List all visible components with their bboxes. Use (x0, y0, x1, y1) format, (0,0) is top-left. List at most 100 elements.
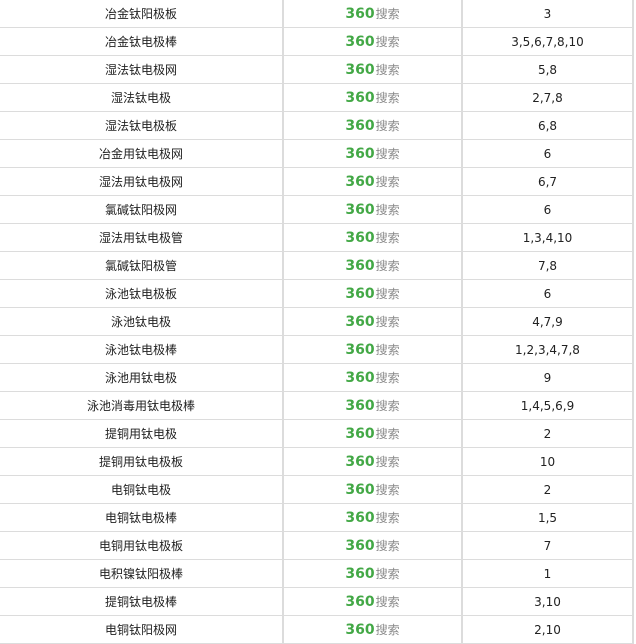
search-engine-cell: 360 搜索 (283, 0, 463, 28)
logo-number: 360 (345, 117, 375, 134)
360-search-logo-icon: 360 搜索 (345, 89, 399, 106)
rank-positions-cell: 7 (462, 531, 634, 560)
keyword-cell: 泳池钛电极 (0, 307, 284, 336)
logo-text: 搜索 (375, 175, 400, 189)
search-engine-cell: 360 搜索 (283, 419, 463, 448)
table-row: 泳池钛电极 360 搜索 4,7,9 (0, 307, 634, 336)
keyword-cell: 电积镍钛阳极棒 (0, 559, 284, 588)
rank-positions-cell: 2,10 (462, 615, 634, 644)
rank-positions-cell: 5,8 (462, 55, 634, 84)
logo-text: 搜索 (375, 63, 400, 77)
keyword-cell: 冶金用钛电极网 (0, 139, 284, 168)
keyword-cell: 电铜钛电极 (0, 475, 284, 504)
logo-number: 360 (345, 285, 375, 302)
rank-positions-cell: 6,7 (462, 167, 634, 196)
rank-positions-cell: 3,10 (462, 587, 634, 616)
search-engine-cell: 360 搜索 (283, 475, 463, 504)
logo-number: 360 (345, 313, 375, 330)
table-row: 提铜钛电极棒 360 搜索 3,10 (0, 587, 634, 616)
table-row: 氯碱钛阳极管 360 搜索 7,8 (0, 251, 634, 280)
360-search-logo-icon: 360 搜索 (345, 201, 399, 218)
logo-text: 搜索 (375, 259, 400, 273)
table-row: 提铜用钛电极板 360 搜索 10 (0, 447, 634, 476)
logo-text: 搜索 (375, 287, 400, 301)
logo-number: 360 (345, 33, 375, 50)
search-engine-cell: 360 搜索 (283, 167, 463, 196)
search-engine-cell: 360 搜索 (283, 559, 463, 588)
keyword-cell: 湿法钛电极 (0, 83, 284, 112)
search-engine-cell: 360 搜索 (283, 223, 463, 252)
logo-number: 360 (345, 509, 375, 526)
keyword-cell: 电铜钛电极棒 (0, 503, 284, 532)
keyword-cell: 电铜用钛电极板 (0, 531, 284, 560)
logo-number: 360 (345, 621, 375, 638)
logo-text: 搜索 (375, 511, 400, 525)
search-engine-cell: 360 搜索 (283, 363, 463, 392)
logo-number: 360 (345, 341, 375, 358)
table-row: 泳池用钛电极 360 搜索 9 (0, 363, 634, 392)
search-engine-cell: 360 搜索 (283, 587, 463, 616)
logo-text: 搜索 (375, 427, 400, 441)
keyword-cell: 湿法用钛电极管 (0, 223, 284, 252)
keyword-cell: 泳池用钛电极 (0, 363, 284, 392)
keyword-cell: 提铜用钛电极 (0, 419, 284, 448)
search-engine-cell: 360 搜索 (283, 27, 463, 56)
table-row: 冶金钛阳极板 360 搜索 3 (0, 0, 634, 28)
360-search-logo-icon: 360 搜索 (345, 173, 399, 190)
logo-text: 搜索 (375, 399, 400, 413)
logo-text: 搜索 (375, 35, 400, 49)
rank-positions-cell: 1 (462, 559, 634, 588)
360-search-logo-icon: 360 搜索 (345, 61, 399, 78)
table-row: 电积镍钛阳极棒 360 搜索 1 (0, 559, 634, 588)
logo-text: 搜索 (375, 315, 400, 329)
rank-positions-cell: 2 (462, 419, 634, 448)
table-row: 湿法用钛电极管 360 搜索 1,3,4,10 (0, 223, 634, 252)
keyword-cell: 冶金钛电极棒 (0, 27, 284, 56)
360-search-logo-icon: 360 搜索 (345, 313, 399, 330)
rank-positions-cell: 9 (462, 363, 634, 392)
logo-number: 360 (345, 537, 375, 554)
search-engine-cell: 360 搜索 (283, 83, 463, 112)
search-engine-cell: 360 搜索 (283, 531, 463, 560)
rank-positions-cell: 1,4,5,6,9 (462, 391, 634, 420)
logo-text: 搜索 (375, 147, 400, 161)
search-engine-cell: 360 搜索 (283, 307, 463, 336)
360-search-logo-icon: 360 搜索 (345, 481, 399, 498)
360-search-logo-icon: 360 搜索 (345, 593, 399, 610)
logo-number: 360 (345, 453, 375, 470)
360-search-logo-icon: 360 搜索 (345, 621, 399, 638)
logo-text: 搜索 (375, 231, 400, 245)
search-engine-cell: 360 搜索 (283, 55, 463, 84)
logo-text: 搜索 (375, 539, 400, 553)
360-search-logo-icon: 360 搜索 (345, 509, 399, 526)
keyword-cell: 湿法用钛电极网 (0, 167, 284, 196)
rank-positions-cell: 3 (462, 0, 634, 28)
360-search-logo-icon: 360 搜索 (345, 285, 399, 302)
rank-positions-cell: 6,8 (462, 111, 634, 140)
logo-number: 360 (345, 257, 375, 274)
keyword-cell: 提铜用钛电极板 (0, 447, 284, 476)
search-engine-cell: 360 搜索 (283, 279, 463, 308)
360-search-logo-icon: 360 搜索 (345, 117, 399, 134)
logo-number: 360 (345, 229, 375, 246)
logo-text: 搜索 (375, 623, 400, 637)
360-search-logo-icon: 360 搜索 (345, 229, 399, 246)
keyword-cell: 氯碱钛阳极管 (0, 251, 284, 280)
table-row: 电铜钛电极 360 搜索 2 (0, 475, 634, 504)
logo-number: 360 (345, 145, 375, 162)
360-search-logo-icon: 360 搜索 (345, 537, 399, 554)
rank-positions-cell: 3,5,6,7,8,10 (462, 27, 634, 56)
logo-text: 搜索 (375, 483, 400, 497)
table-row: 泳池钛电极棒 360 搜索 1,2,3,4,7,8 (0, 335, 634, 364)
logo-number: 360 (345, 201, 375, 218)
keyword-cell: 提铜钛电极棒 (0, 587, 284, 616)
table-row: 湿法钛电极网 360 搜索 5,8 (0, 55, 634, 84)
rank-positions-cell: 2,7,8 (462, 83, 634, 112)
table-row: 泳池消毒用钛电极棒 360 搜索 1,4,5,6,9 (0, 391, 634, 420)
table-row: 冶金钛电极棒 360 搜索 3,5,6,7,8,10 (0, 27, 634, 56)
keyword-cell: 氯碱钛阳极网 (0, 195, 284, 224)
table-row: 湿法钛电极 360 搜索 2,7,8 (0, 83, 634, 112)
logo-number: 360 (345, 61, 375, 78)
360-search-logo-icon: 360 搜索 (345, 145, 399, 162)
logo-number: 360 (345, 481, 375, 498)
